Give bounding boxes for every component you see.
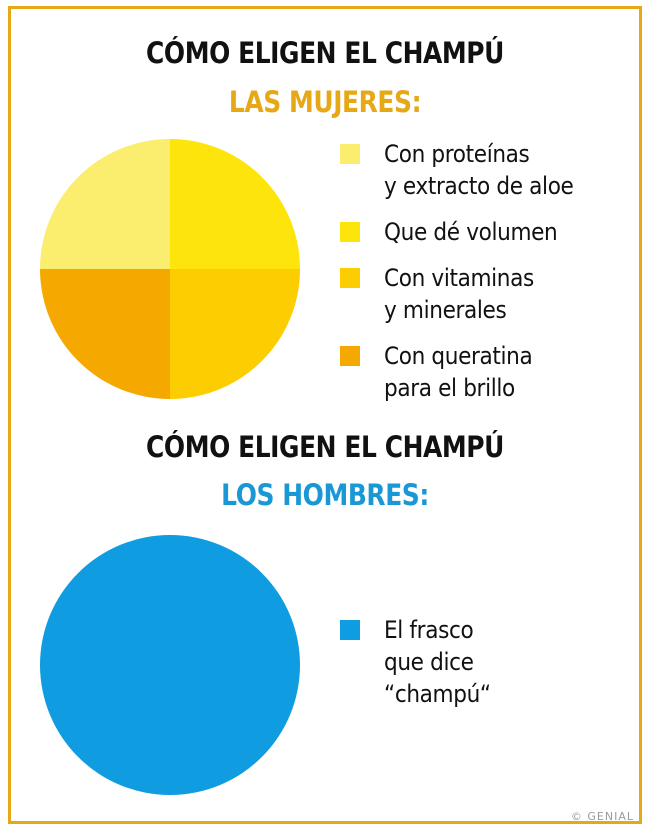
legend-swatch bbox=[340, 144, 360, 164]
legend-label: Con vitaminas y minerales bbox=[384, 264, 534, 324]
legend-label: El frasco que dice “champú“ bbox=[384, 616, 491, 708]
chart-2-pie bbox=[40, 535, 300, 795]
legend-label: Con proteínas y extracto de aloe bbox=[384, 140, 574, 200]
pie-slice-2-0 bbox=[40, 535, 300, 795]
pie-slice-1-3 bbox=[40, 269, 170, 399]
legend-label: Que dé volumen bbox=[384, 218, 558, 246]
pie-slice-1-2 bbox=[170, 269, 300, 399]
frame-border bbox=[8, 6, 642, 824]
chart-2-title: CÓMO ELIGEN EL CHAMPÚ bbox=[146, 430, 504, 464]
chart-1-pie bbox=[40, 139, 300, 399]
legend-swatch bbox=[340, 620, 360, 640]
watermark: © GENIAL bbox=[570, 810, 634, 823]
legend-swatch bbox=[340, 346, 360, 366]
chart-1-title: CÓMO ELIGEN EL CHAMPÚ bbox=[146, 36, 504, 70]
pie-slice-1-0 bbox=[40, 139, 170, 269]
chart-1-subtitle: LAS MUJERES: bbox=[228, 85, 422, 119]
chart-2-subtitle: LOS HOMBRES: bbox=[221, 478, 429, 512]
legend-swatch bbox=[340, 222, 360, 242]
legend-label: Con queratina para el brillo bbox=[384, 342, 533, 402]
legend-swatch bbox=[340, 268, 360, 288]
pie-slice-1-1 bbox=[170, 139, 300, 269]
